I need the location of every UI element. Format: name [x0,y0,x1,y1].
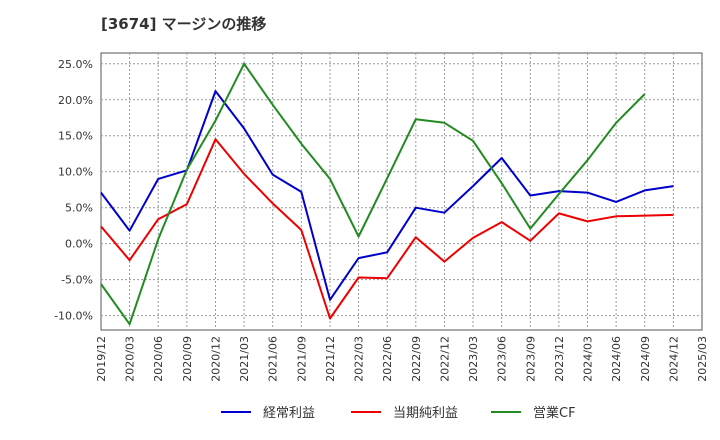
x-tick-label: 2022/09 [410,336,423,382]
x-tick-label: 2022/12 [438,336,451,382]
legend-label-1: 経常利益 [263,406,315,421]
x-tick-label: 2021/12 [324,336,337,382]
x-tick-label: 2023/06 [496,336,509,382]
y-tick-label: 0.0% [65,238,93,251]
series-line-1 [100,90,674,301]
x-tick-label: 2021/06 [267,336,280,382]
y-tick-label: 15.0% [58,130,93,143]
x-tick-label: 2024/12 [667,336,680,382]
x-tick-label: 2025/03 [696,336,709,382]
legend-label-3: 営業CF [533,405,576,421]
x-tick-label: 2020/03 [124,336,137,382]
x-tick-label: 2020/09 [181,336,194,382]
series-line-3 [100,62,646,326]
x-tick-label: 2023/03 [467,336,480,382]
grid-layer [100,52,703,331]
x-tick-label: 2023/09 [524,336,537,382]
x-tick-label: 2024/09 [639,336,652,382]
x-tick-label: 2020/12 [209,336,222,382]
y-tick-label: 25.0% [58,58,93,71]
x-tick-label: 2021/09 [295,336,308,382]
plot-frame [100,52,703,331]
x-tick-label: 2022/03 [353,336,366,382]
x-tick-label: 2024/03 [582,336,595,382]
y-tick-label: 5.0% [65,202,93,215]
y-tick-label: 10.0% [58,166,93,179]
y-tick-label: 20.0% [58,94,93,107]
series-layer [100,62,674,326]
x-tick-label: 2022/06 [381,336,394,382]
legend-label-2: 当期純利益 [393,406,458,421]
axis-layer: 25.0%20.0%15.0%10.0%5.0%0.0%-5.0%-10.0%2… [54,58,709,382]
y-tick-label: -5.0% [61,274,93,287]
legend: 経常利益 当期純利益 営業CF [221,405,576,421]
x-tick-label: 2020/06 [152,336,165,382]
x-tick-label: 2019/12 [95,336,108,382]
chart-title: [3674] マージンの推移 [101,15,267,33]
x-tick-label: 2024/06 [610,336,623,382]
x-tick-label: 2023/12 [553,336,566,382]
x-tick-label: 2021/03 [238,336,251,382]
y-tick-label: -10.0% [54,310,93,323]
series-line-2 [100,138,674,320]
